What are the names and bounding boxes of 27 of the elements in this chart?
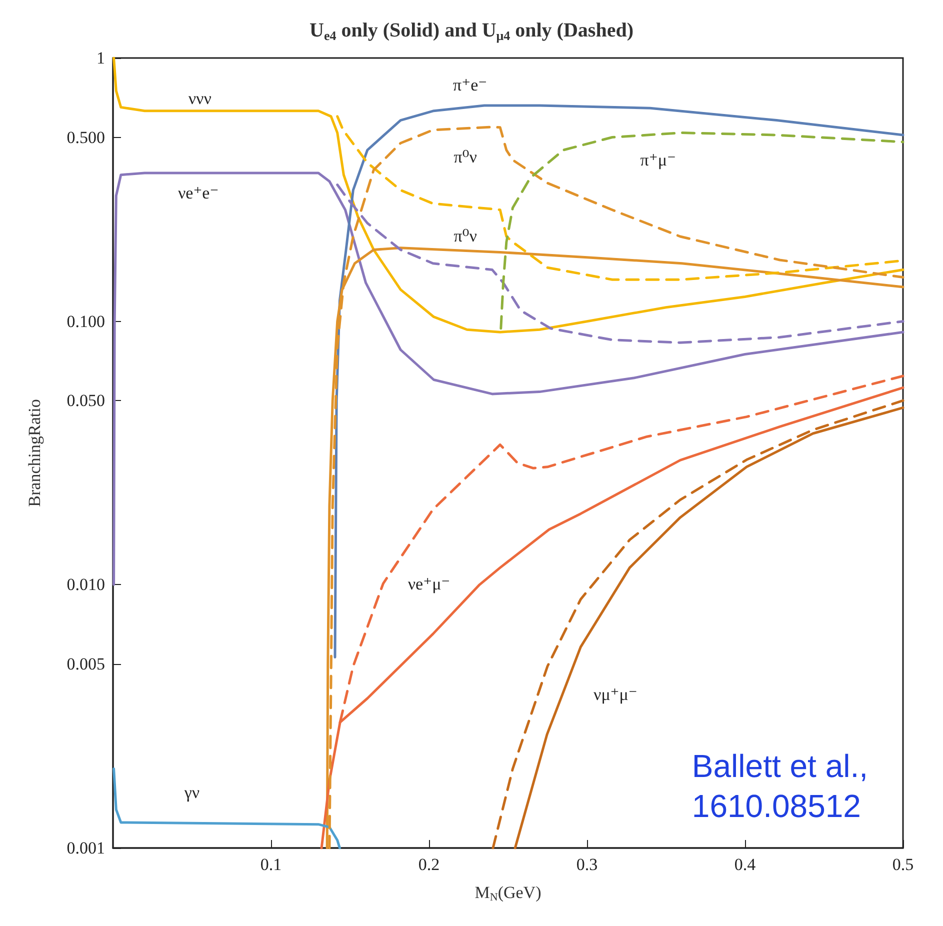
annotation: νμ⁺μ⁻ (594, 685, 638, 704)
y-axis-title: BranchingRatio (25, 399, 44, 507)
x-tick-label: 0.4 (734, 855, 756, 874)
y-tick-label: 0.050 (66, 391, 105, 410)
annotation: π⁰ν (454, 226, 478, 246)
annotation: νe⁺e⁻ (178, 184, 219, 203)
line-series (500, 132, 904, 330)
line-series (336, 184, 904, 344)
annotation: νe⁺μ⁻ (408, 574, 450, 594)
line-series (112, 56, 904, 334)
annotation: ννν (188, 88, 212, 108)
annotation: π⁺e⁻ (453, 75, 488, 94)
x-tick-label: 0.2 (418, 855, 440, 874)
y-tick-label: 0.010 (66, 575, 105, 594)
y-tick-label: 0.001 (66, 838, 105, 858)
annotation: π⁰ν (454, 147, 478, 166)
annotation: Ballett et al., 1610.08512 (692, 748, 868, 824)
y-tick-label: 1 (96, 48, 105, 68)
y-tick-label: 0.500 (66, 128, 105, 147)
x-tick-label: 0.5 (892, 855, 914, 874)
annotation: γν (183, 783, 200, 802)
x-tick-label: 0.1 (260, 855, 282, 874)
y-tick-label: 0.100 (66, 312, 105, 331)
x-tick-label: 0.3 (576, 855, 598, 874)
annotation: π⁺μ⁻ (640, 150, 676, 170)
line-series (112, 767, 341, 850)
y-tick-label: 0.005 (66, 654, 105, 674)
